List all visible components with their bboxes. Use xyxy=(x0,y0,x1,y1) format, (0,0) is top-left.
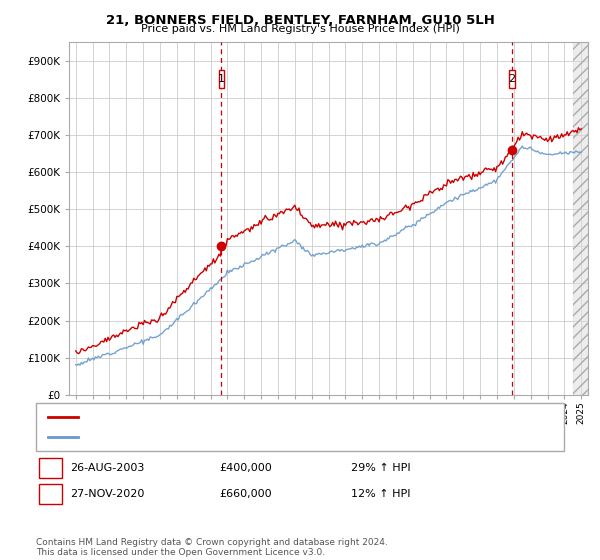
Text: 2: 2 xyxy=(509,74,516,84)
Text: 12% ↑ HPI: 12% ↑ HPI xyxy=(351,489,410,499)
Text: 29% ↑ HPI: 29% ↑ HPI xyxy=(351,463,410,473)
Text: £400,000: £400,000 xyxy=(219,463,272,473)
Text: 21, BONNERS FIELD, BENTLEY, FARNHAM, GU10 5LH: 21, BONNERS FIELD, BENTLEY, FARNHAM, GU1… xyxy=(106,14,494,27)
Text: 1: 1 xyxy=(218,74,225,84)
Text: 2: 2 xyxy=(47,489,54,499)
Text: 27-NOV-2020: 27-NOV-2020 xyxy=(70,489,145,499)
Polygon shape xyxy=(573,42,588,395)
Text: 26-AUG-2003: 26-AUG-2003 xyxy=(70,463,145,473)
Text: Price paid vs. HM Land Registry's House Price Index (HPI): Price paid vs. HM Land Registry's House … xyxy=(140,24,460,34)
Text: HPI: Average price, detached house, East Hampshire: HPI: Average price, detached house, East… xyxy=(84,432,342,442)
FancyBboxPatch shape xyxy=(218,70,224,88)
Text: £660,000: £660,000 xyxy=(219,489,272,499)
Text: Contains HM Land Registry data © Crown copyright and database right 2024.
This d: Contains HM Land Registry data © Crown c… xyxy=(36,538,388,557)
FancyBboxPatch shape xyxy=(509,70,515,88)
Text: 1: 1 xyxy=(47,463,54,473)
Text: 21, BONNERS FIELD, BENTLEY, FARNHAM, GU10 5LH (detached house): 21, BONNERS FIELD, BENTLEY, FARNHAM, GU1… xyxy=(84,412,430,422)
